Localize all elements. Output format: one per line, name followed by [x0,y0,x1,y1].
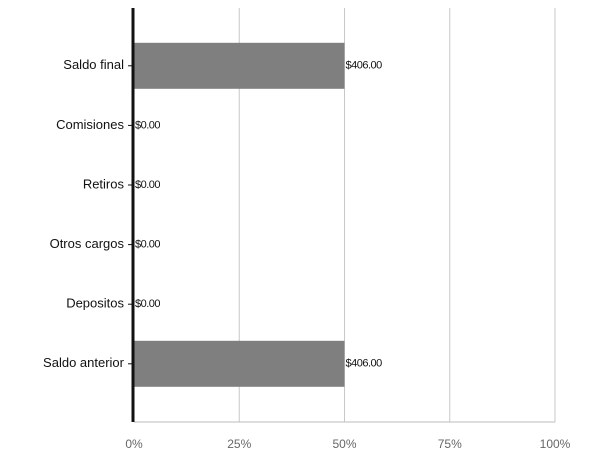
bar [134,42,345,89]
y-tick-label: Saldo anterior [43,355,125,370]
y-tick-label: Saldo final [63,57,124,72]
value-label: $0.00 [135,239,160,251]
y-tick-label: Depositos [66,296,124,311]
x-tick-label: 0% [125,437,143,451]
x-tick-label: 100% [540,437,571,451]
y-tick-label: Retiros [83,176,125,191]
y-tick-label: Otros cargos [50,236,125,251]
x-tick-label: 50% [332,437,356,451]
value-label: $406.00 [346,358,383,370]
x-tick-label: 25% [227,437,251,451]
y-tick-label: Comisiones [56,117,124,132]
value-label: $0.00 [135,298,160,310]
value-label: $406.00 [346,60,383,72]
bar [134,340,345,387]
value-label: $0.00 [135,119,160,131]
value-label: $0.00 [135,179,160,191]
x-tick-label: 75% [438,437,462,451]
